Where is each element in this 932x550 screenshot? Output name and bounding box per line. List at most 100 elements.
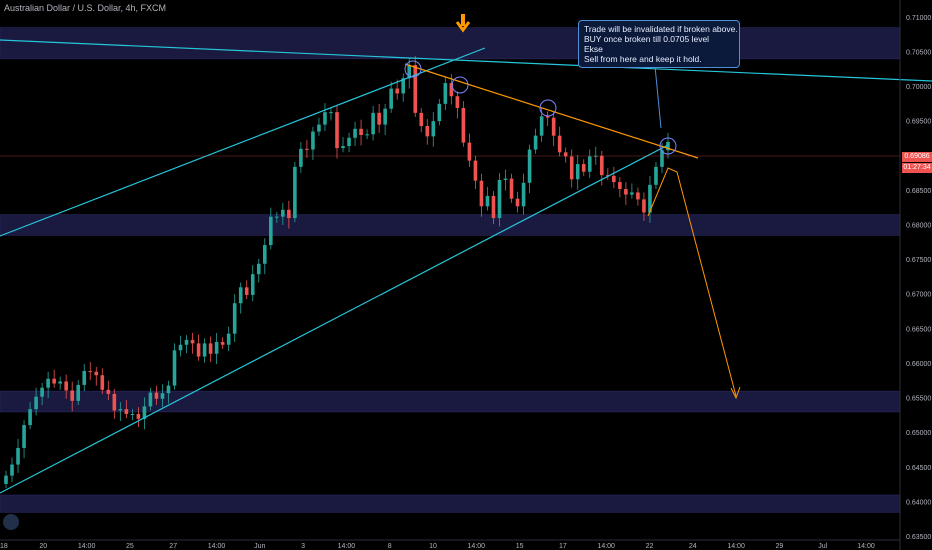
price-tick-label: 0.67500	[906, 257, 931, 264]
price-tick-label: 0.63500	[906, 534, 931, 541]
time-tick-label: 14:00	[208, 543, 226, 550]
candle	[256, 258, 261, 283]
candle	[130, 409, 135, 421]
candle	[46, 371, 50, 399]
countdown-tag: 01:27:34	[902, 163, 932, 173]
candle	[533, 128, 538, 154]
zone-3	[0, 390, 901, 413]
candle	[401, 73, 405, 102]
time-tick-label: 14:00	[597, 543, 615, 550]
candle	[353, 121, 357, 147]
candle	[581, 159, 586, 176]
time-tick-label: 29	[776, 543, 784, 550]
candle	[437, 99, 442, 126]
candle	[82, 364, 87, 392]
note-line-4: Sell from here and keep it hold.	[584, 54, 702, 64]
candle	[563, 147, 568, 163]
price-tick-label: 0.70000	[906, 84, 931, 91]
candle	[527, 144, 532, 194]
candle	[196, 334, 201, 361]
candle	[226, 326, 231, 351]
candle	[136, 407, 141, 428]
time-tick-label: 14:00	[338, 543, 356, 550]
time-tick-label: 18	[0, 543, 8, 550]
candle	[305, 139, 309, 158]
time-tick-label: 24	[689, 543, 697, 550]
candle	[112, 389, 117, 419]
price-tick-label: 0.68500	[906, 188, 931, 195]
candle	[359, 119, 363, 146]
time-tick-label: 27	[169, 543, 177, 550]
price-tick-label: 0.66000	[906, 361, 931, 368]
zone-4	[0, 494, 901, 513]
candle	[76, 380, 81, 405]
price-tick-label: 0.65500	[906, 396, 931, 403]
upper-channel-line	[0, 47, 486, 237]
zone-2	[0, 214, 901, 236]
time-tick-label: 8	[388, 543, 392, 550]
price-tick-label: 0.64000	[906, 499, 931, 506]
candle	[220, 337, 225, 349]
candle	[323, 103, 327, 131]
candle	[521, 173, 526, 215]
candle	[497, 173, 502, 227]
candle	[341, 137, 345, 153]
candle	[606, 168, 610, 180]
candle	[383, 103, 387, 135]
candle	[311, 126, 315, 160]
candle	[443, 76, 448, 111]
candle	[455, 91, 460, 119]
candle	[575, 155, 580, 190]
price-tick-label: 0.70500	[906, 49, 931, 56]
candle	[503, 169, 508, 191]
candle	[88, 362, 93, 381]
time-tick-label: 22	[646, 543, 654, 550]
price-tick-label: 0.64500	[906, 465, 931, 472]
candle	[293, 162, 297, 223]
note-line-1: Trade will be invalidated if broken abov…	[584, 24, 738, 34]
candle	[491, 191, 496, 225]
candle	[329, 107, 333, 121]
candle	[275, 211, 279, 223]
note-pointer	[654, 65, 662, 129]
candle	[281, 202, 285, 225]
trade-note[interactable]: Trade will be invalidated if broken abov…	[578, 20, 740, 68]
supply-demand-zones	[0, 27, 901, 513]
candle	[58, 376, 62, 390]
time-tick-label: 14:00	[78, 543, 96, 550]
time-axis: 18 20 14:00 25 27 14:00 Jun 3 14:00 8 10 14:00 15 17 1…	[0, 539, 900, 550]
projection-arrowhead	[730, 386, 741, 400]
candle	[16, 438, 20, 473]
touch-marker-2	[451, 76, 469, 94]
candle	[317, 117, 321, 136]
candle	[485, 186, 490, 211]
candle	[347, 132, 351, 153]
candle	[40, 382, 44, 405]
time-tick-label: 25	[126, 543, 134, 550]
time-tick-label: Jun	[254, 543, 265, 550]
candle	[569, 149, 574, 188]
candle	[202, 338, 207, 363]
candle	[52, 369, 56, 388]
candle	[642, 192, 646, 221]
candle	[100, 368, 105, 394]
chart-title: Australian Dollar / U.S. Dollar, 4h, FXC…	[4, 3, 167, 13]
candle	[178, 335, 183, 357]
price-tick-label: 0.67000	[906, 292, 931, 299]
candle	[648, 175, 652, 223]
candle	[431, 112, 436, 147]
candle	[142, 397, 147, 430]
candle	[10, 457, 14, 482]
touch-marker-1	[404, 60, 422, 78]
candle	[413, 56, 418, 117]
candle	[232, 294, 237, 342]
candle	[250, 265, 255, 302]
candle	[166, 380, 171, 404]
last-price-tag: 0.69086	[902, 152, 932, 162]
zone-1	[0, 27, 901, 60]
candle	[509, 173, 514, 203]
candle	[118, 402, 123, 421]
candle	[551, 110, 556, 147]
time-tick-label: Jul	[818, 543, 827, 550]
